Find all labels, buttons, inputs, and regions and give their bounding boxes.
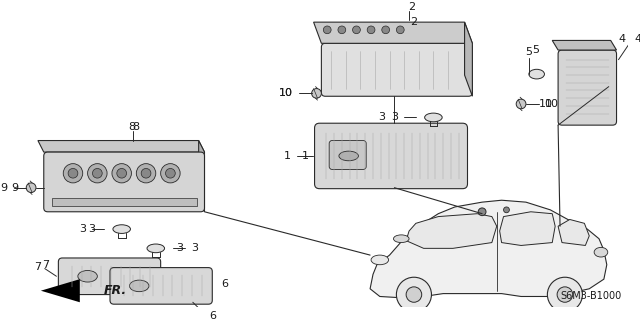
Text: 7: 7 (34, 262, 41, 272)
Circle shape (136, 164, 156, 183)
Circle shape (396, 277, 431, 312)
Text: 5: 5 (532, 45, 539, 55)
Text: 8: 8 (128, 122, 135, 132)
Text: FR.: FR. (104, 284, 127, 297)
Ellipse shape (594, 248, 608, 257)
Text: 10: 10 (279, 88, 293, 98)
Polygon shape (314, 22, 472, 43)
Circle shape (406, 287, 422, 302)
Circle shape (478, 208, 486, 216)
Text: 4: 4 (619, 33, 626, 43)
Text: 6: 6 (209, 311, 216, 319)
Text: 2: 2 (410, 17, 417, 27)
FancyBboxPatch shape (110, 268, 212, 304)
Polygon shape (465, 22, 472, 96)
FancyBboxPatch shape (44, 152, 205, 212)
Ellipse shape (147, 244, 164, 253)
FancyBboxPatch shape (329, 141, 366, 169)
Text: 3: 3 (79, 224, 86, 234)
FancyBboxPatch shape (58, 258, 161, 294)
Text: 3: 3 (191, 243, 198, 253)
Circle shape (112, 164, 131, 183)
Circle shape (547, 277, 582, 312)
Text: 6: 6 (221, 279, 228, 289)
Polygon shape (500, 212, 555, 245)
Circle shape (516, 99, 526, 109)
Text: 1: 1 (301, 151, 308, 161)
Circle shape (26, 183, 36, 193)
Text: 9: 9 (12, 183, 19, 193)
Circle shape (367, 26, 375, 34)
Polygon shape (41, 279, 80, 302)
Polygon shape (558, 219, 589, 245)
Ellipse shape (424, 113, 442, 122)
Text: S6M3-B1000: S6M3-B1000 (560, 292, 621, 301)
Circle shape (396, 26, 404, 34)
Circle shape (338, 26, 346, 34)
Polygon shape (38, 141, 205, 152)
Ellipse shape (394, 235, 409, 242)
FancyBboxPatch shape (558, 50, 616, 125)
Text: 10: 10 (545, 99, 559, 109)
FancyBboxPatch shape (321, 43, 472, 96)
Text: 8: 8 (132, 122, 139, 132)
Circle shape (161, 164, 180, 183)
Ellipse shape (371, 255, 388, 265)
Text: 9: 9 (1, 183, 8, 193)
Polygon shape (406, 214, 497, 249)
Circle shape (312, 89, 321, 98)
Circle shape (557, 287, 573, 302)
Text: 3: 3 (378, 112, 385, 122)
Circle shape (68, 168, 78, 178)
Circle shape (353, 26, 360, 34)
Polygon shape (198, 141, 205, 212)
Circle shape (141, 168, 151, 178)
Ellipse shape (339, 151, 358, 161)
Polygon shape (552, 41, 616, 50)
Bar (52, 198, 196, 206)
Text: 4: 4 (634, 33, 640, 43)
Circle shape (382, 26, 390, 34)
Ellipse shape (129, 280, 149, 292)
Ellipse shape (78, 271, 97, 282)
Text: 3: 3 (88, 224, 95, 234)
Text: 1: 1 (284, 151, 291, 161)
Circle shape (88, 164, 107, 183)
Text: 3: 3 (391, 112, 398, 122)
Circle shape (166, 168, 175, 178)
Text: 3: 3 (176, 243, 183, 253)
Circle shape (504, 207, 509, 213)
Circle shape (63, 164, 83, 183)
FancyBboxPatch shape (315, 123, 467, 189)
Ellipse shape (113, 225, 131, 234)
Text: 2: 2 (408, 2, 415, 12)
Circle shape (323, 26, 331, 34)
Circle shape (92, 168, 102, 178)
Polygon shape (370, 200, 607, 298)
Text: 7: 7 (42, 260, 50, 270)
Ellipse shape (529, 69, 545, 79)
Circle shape (117, 168, 127, 178)
Text: 10: 10 (539, 99, 552, 109)
Text: 5: 5 (525, 47, 532, 57)
Text: 10: 10 (279, 88, 293, 98)
